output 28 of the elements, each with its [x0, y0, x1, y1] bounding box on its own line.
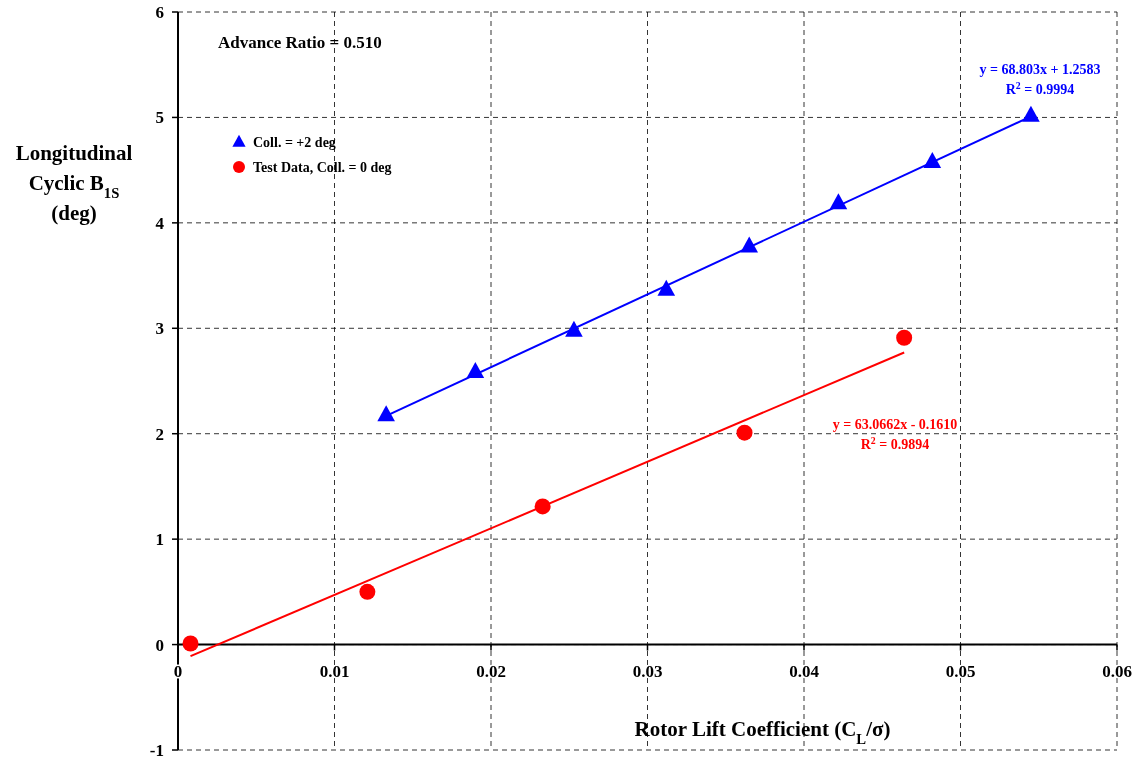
- point: [359, 583, 376, 600]
- point: [657, 279, 676, 296]
- y-axis-title: Longitudinal Cyclic B$_{1S}$ (deg): [15, 141, 133, 225]
- x-tick-label: 0.02: [476, 661, 506, 681]
- annotation: Advance Ratio = 0.510: [218, 33, 382, 52]
- legend-label: Test Data, Coll. = 0 deg: [253, 160, 392, 175]
- x-tick-label: 0.06: [1102, 661, 1132, 681]
- annotation: y = 68.803x + 1.2583 R$^{2}$ = 0.9994: [979, 62, 1101, 97]
- y-tick-label: 0: [155, 635, 164, 655]
- point: [182, 635, 199, 652]
- y-tick-label: 6: [155, 3, 164, 22]
- x-tick-label: 0.03: [632, 661, 663, 681]
- point: [896, 329, 913, 346]
- y-tick-label: 4: [155, 213, 165, 233]
- x-axis-title: Rotor Lift Coefficient (C$_{L}$/σ): [634, 717, 891, 747]
- x-tick-label: 0.04: [789, 661, 820, 681]
- y-tick-label: 1: [155, 530, 164, 550]
- annotation: y = 63.0662x - 0.1610 R$^{2}$ = 0.9894: [832, 417, 958, 452]
- point: [736, 424, 753, 441]
- y-tick-label: 5: [155, 108, 164, 128]
- x-tick-label: 0.05: [945, 661, 976, 681]
- y-tick-label: -1: [149, 741, 164, 760]
- x-tick-label: 0.01: [319, 661, 350, 681]
- legend-label: Coll. = +2 deg: [253, 135, 336, 150]
- point: [1022, 105, 1040, 122]
- point: [377, 405, 395, 422]
- y-tick-label: 3: [155, 319, 164, 339]
- y-tick-label: 2: [155, 424, 164, 444]
